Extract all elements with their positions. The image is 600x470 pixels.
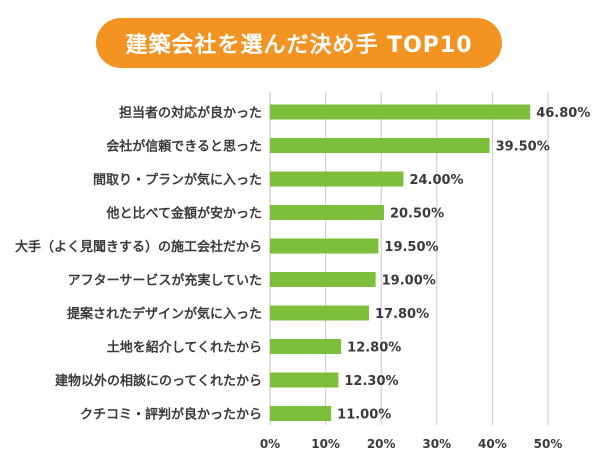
value-label: 19.50% [384, 240, 438, 255]
value-label: 24.00% [409, 173, 463, 188]
category-label: 提案されたデザインが気に入った [67, 306, 262, 322]
value-label: 12.30% [344, 374, 398, 389]
category-label: 建物以外の相談にのってくれたから [55, 373, 262, 389]
category-label: 大手（よく見聞きする）の施工会社だから [15, 239, 262, 255]
value-label: 19.00% [382, 274, 436, 289]
bar [270, 138, 490, 153]
bar [270, 305, 369, 321]
bar [270, 104, 531, 120]
value-label: 17.80% [375, 307, 429, 322]
bar [270, 406, 332, 421]
x-tick-label: 30% [422, 437, 451, 451]
x-tick-label: 20% [367, 437, 396, 451]
category-label: アフターサービスが充実していた [68, 273, 262, 289]
value-label: 46.80% [536, 106, 590, 121]
category-label: 土地を紹介してくれたから [107, 340, 262, 356]
value-label: 12.80% [347, 341, 401, 356]
x-tick-label: 40% [478, 437, 507, 451]
bar [270, 171, 404, 187]
bar [270, 339, 342, 354]
chart-title: 建築会社を選んだ決め手 TOP10 [96, 18, 502, 68]
value-label: 20.50% [390, 207, 444, 222]
x-tick-label: 50% [534, 437, 563, 451]
x-tick-label: 0% [260, 437, 280, 451]
bar [270, 272, 376, 287]
x-tick-label: 10% [311, 437, 340, 451]
value-label: 11.00% [337, 408, 391, 423]
value-label: 39.50% [496, 140, 550, 155]
category-label: 会社が信頼できると思った [106, 139, 262, 155]
bar [270, 372, 339, 388]
category-label: 担当者の対応が良かった [119, 105, 262, 121]
category-label: 他と比べて金額が安かった [106, 206, 262, 222]
bar [270, 205, 384, 220]
category-label: クチコミ・評判が良かったから [80, 407, 262, 423]
bar [270, 238, 379, 254]
category-label: 間取り・プランが気に入った [93, 172, 262, 188]
